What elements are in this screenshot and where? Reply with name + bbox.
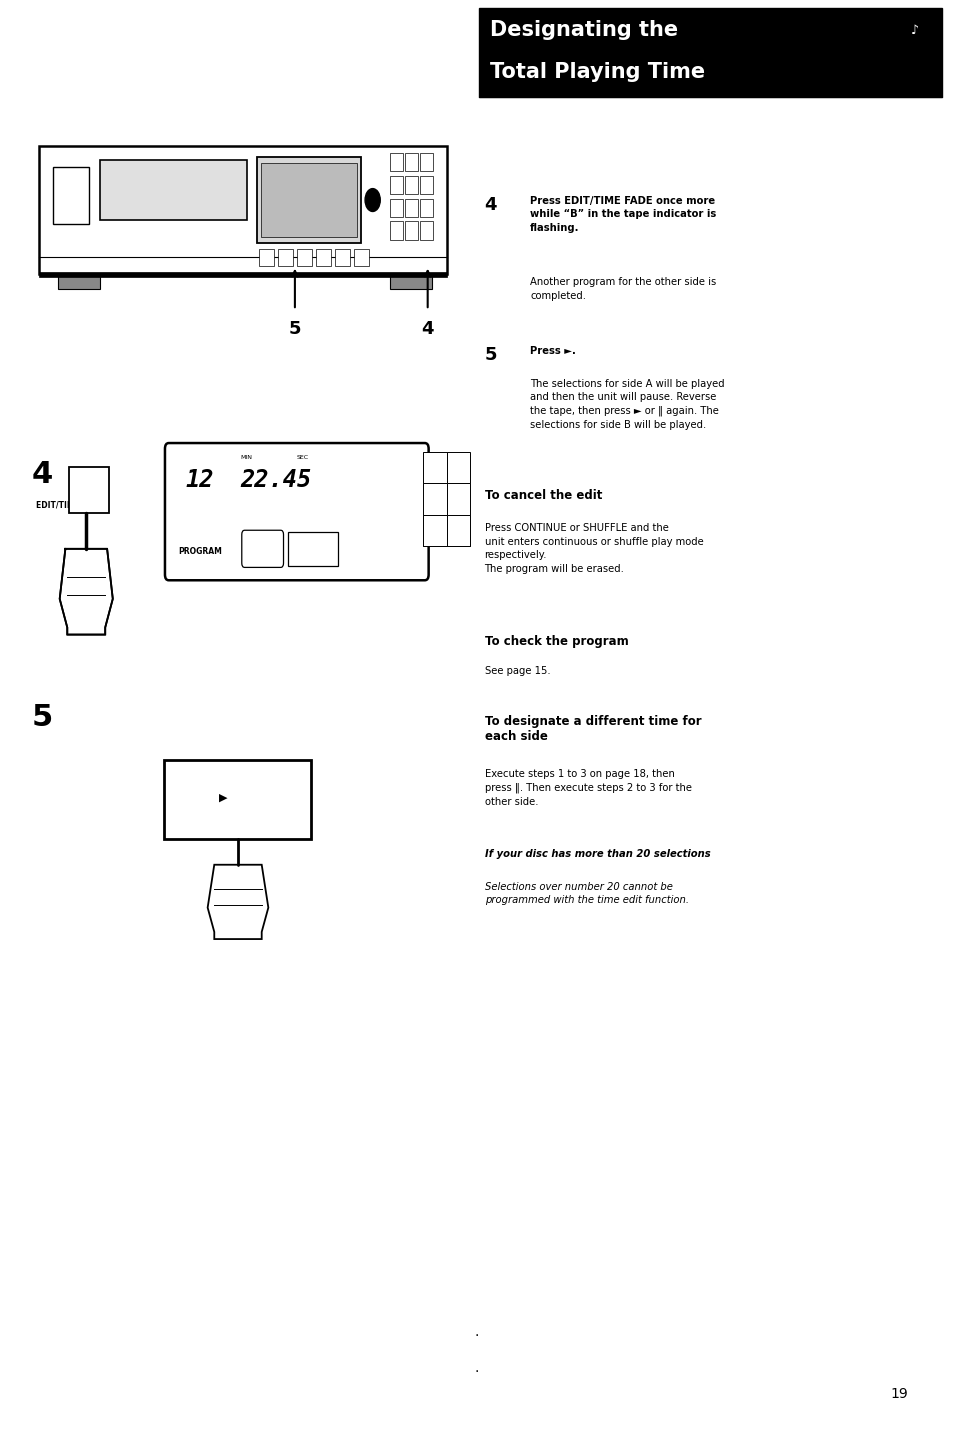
- Text: .: .: [475, 1326, 478, 1339]
- Bar: [164, 761, 311, 839]
- Text: Designating the: Designating the: [490, 20, 678, 40]
- Bar: [58, 274, 100, 288]
- Bar: [419, 221, 433, 240]
- Text: 19: 19: [889, 1386, 907, 1401]
- Bar: [39, 146, 446, 274]
- Text: EDIT/TIME FADE: EDIT/TIME FADE: [36, 501, 104, 509]
- Bar: [478, 9, 941, 98]
- Bar: [70, 468, 109, 514]
- Text: Execute steps 1 to 3 on page 18, then
press ‖. Then execute steps 2 to 3 for the: Execute steps 1 to 3 on page 18, then pr…: [484, 769, 691, 806]
- Bar: [100, 161, 247, 220]
- Text: Press EDIT/TIME FADE once more
while “B” in the tape indicator is
flashing.: Press EDIT/TIME FADE once more while “B”…: [530, 195, 716, 232]
- Text: SEC: SEC: [296, 455, 309, 461]
- Text: To cancel the edit: To cancel the edit: [484, 489, 601, 502]
- Text: If your disc has more than 20 selections: If your disc has more than 20 selections: [484, 850, 710, 860]
- Bar: [390, 221, 402, 240]
- Circle shape: [365, 188, 380, 211]
- Text: 4: 4: [31, 461, 52, 489]
- Polygon shape: [60, 548, 112, 634]
- Text: The selections for side A will be played
and then the unit will pause. Reverse
t: The selections for side A will be played…: [530, 379, 724, 430]
- Bar: [404, 175, 417, 194]
- FancyBboxPatch shape: [241, 531, 283, 567]
- Bar: [422, 515, 446, 545]
- Bar: [296, 248, 312, 265]
- Bar: [446, 515, 470, 545]
- Text: 5: 5: [484, 346, 497, 364]
- Bar: [422, 484, 446, 515]
- FancyBboxPatch shape: [288, 532, 337, 565]
- Text: MIN: MIN: [239, 455, 252, 461]
- Text: 7: 7: [456, 494, 460, 504]
- Bar: [258, 248, 274, 265]
- Bar: [446, 452, 470, 484]
- Text: To designate a different time for
each side: To designate a different time for each s…: [484, 715, 700, 743]
- Text: 4: 4: [484, 195, 497, 214]
- Bar: [404, 198, 417, 217]
- Bar: [390, 154, 402, 171]
- Bar: [53, 166, 89, 224]
- Bar: [390, 175, 402, 194]
- Text: FADE: FADE: [304, 545, 321, 552]
- Bar: [446, 515, 470, 545]
- Text: 1: 1: [432, 464, 436, 472]
- Text: ♪: ♪: [910, 24, 919, 37]
- Text: 5: 5: [31, 703, 52, 732]
- Text: Total Playing Time: Total Playing Time: [490, 62, 704, 82]
- Bar: [446, 484, 470, 515]
- Text: .: .: [475, 1360, 478, 1375]
- Text: Selections over number 20 cannot be
programmed with the time edit function.: Selections over number 20 cannot be prog…: [484, 883, 688, 905]
- Text: ▶: ▶: [218, 792, 227, 802]
- Text: 4: 4: [421, 320, 434, 339]
- Bar: [422, 515, 446, 545]
- Text: PROGRAM: PROGRAM: [178, 547, 222, 557]
- Text: 11: 11: [430, 525, 439, 535]
- Text: 6: 6: [432, 494, 436, 504]
- Bar: [422, 452, 446, 484]
- Text: 12: 12: [454, 525, 463, 535]
- Text: See page 15.: See page 15.: [484, 666, 550, 676]
- FancyBboxPatch shape: [165, 443, 428, 580]
- Bar: [39, 271, 446, 277]
- Text: To check the program: To check the program: [484, 634, 628, 647]
- Text: 2: 2: [456, 464, 460, 472]
- Bar: [315, 248, 331, 265]
- Polygon shape: [208, 865, 268, 938]
- Bar: [404, 221, 417, 240]
- Text: 12: 12: [186, 468, 214, 492]
- Bar: [256, 158, 361, 243]
- Bar: [390, 274, 432, 288]
- Text: Another program for the other side is
completed.: Another program for the other side is co…: [530, 277, 716, 301]
- Bar: [404, 154, 417, 171]
- Text: Press ►.: Press ►.: [530, 346, 576, 356]
- Text: 0.0: 0.0: [256, 545, 268, 552]
- Bar: [419, 175, 433, 194]
- Bar: [419, 154, 433, 171]
- Text: 22.45: 22.45: [239, 468, 311, 492]
- Bar: [277, 248, 293, 265]
- Bar: [335, 248, 350, 265]
- Bar: [390, 198, 402, 217]
- Text: Press CONTINUE or SHUFFLE and the
unit enters continuous or shuffle play mode
re: Press CONTINUE or SHUFFLE and the unit e…: [484, 524, 702, 574]
- Bar: [354, 248, 369, 265]
- Bar: [419, 198, 433, 217]
- Bar: [260, 164, 357, 237]
- Text: 5: 5: [289, 320, 301, 339]
